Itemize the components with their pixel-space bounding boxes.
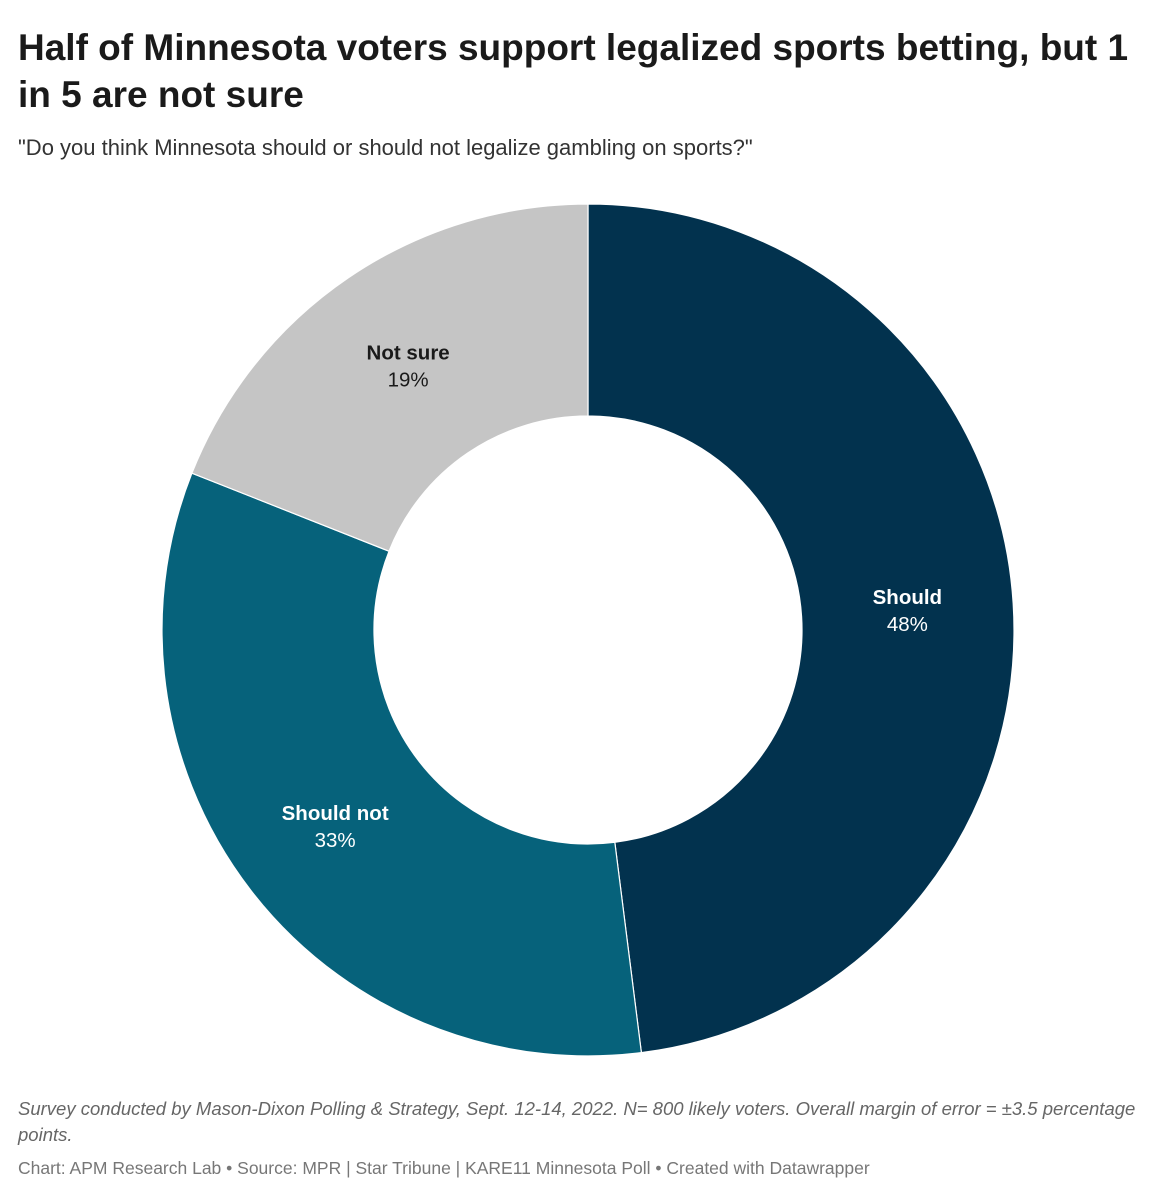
chart-subtitle: "Do you think Minnesota should or should… (18, 135, 753, 160)
chart-credits: Chart: APM Research Lab • Source: MPR | … (18, 1158, 870, 1178)
slice-should (587, 203, 1015, 1054)
methodology-note: Survey conducted by Mason-Dixon Polling … (18, 1098, 1136, 1145)
slice-label: Should not (282, 802, 389, 825)
slice-label: Should (873, 586, 942, 609)
slice-value-label: 19% (388, 368, 429, 391)
slice-not-sure (191, 203, 589, 552)
slice-should-not (161, 472, 643, 1057)
slice-value-label: 33% (315, 829, 356, 852)
slice-label: Not sure (367, 341, 450, 364)
slice-value-label: 48% (887, 613, 928, 636)
chart-title: Half of Minnesota voters support legaliz… (18, 27, 1129, 115)
